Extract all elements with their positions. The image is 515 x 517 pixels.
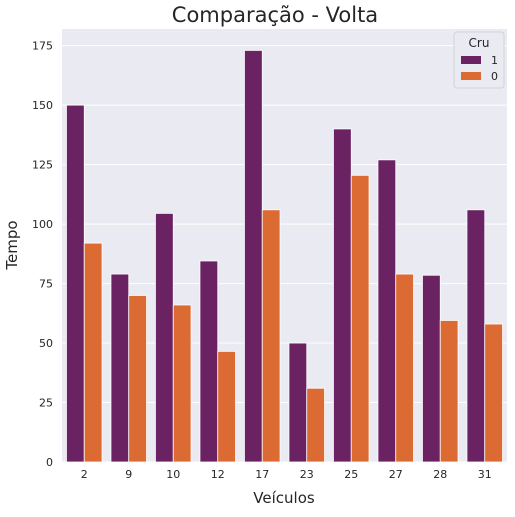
x-axis-label: Veículos: [253, 489, 315, 507]
x-tick-labels: 2 9 10 12 17 23 25 27 28 31: [81, 468, 492, 481]
bar: [395, 273, 414, 463]
y-tick-label: 150: [32, 99, 53, 112]
bar: [288, 342, 308, 463]
x-tick-label: 27: [389, 468, 403, 481]
x-tick-label: 2: [81, 468, 88, 481]
bar: [244, 50, 263, 463]
bar: [199, 260, 219, 463]
bar: [466, 209, 486, 463]
x-tick-label: 17: [255, 468, 269, 481]
legend-items: 10: [461, 54, 498, 83]
legend-swatch: [461, 72, 481, 80]
x-tick-label: 23: [300, 468, 314, 481]
bar: [377, 159, 397, 463]
bars: [66, 50, 503, 463]
y-tick-label: 75: [39, 278, 53, 291]
legend-label: 1: [491, 54, 498, 67]
y-tick-labels: 0 25 50 75 100 125 150 175: [32, 40, 53, 469]
bar: [439, 320, 459, 463]
x-tick-label: 10: [166, 468, 180, 481]
legend: Cru 10: [453, 31, 505, 89]
y-tick-label: 175: [32, 40, 53, 53]
bar: [261, 209, 281, 463]
x-tick-label: 25: [344, 468, 358, 481]
x-tick-label: 9: [125, 468, 132, 481]
bar: [306, 387, 325, 463]
y-tick-label: 125: [32, 159, 53, 172]
bar: [83, 242, 103, 463]
bar: [484, 323, 503, 463]
y-tick-label: 100: [32, 218, 53, 231]
bar: [350, 174, 370, 463]
bar: [333, 128, 352, 463]
bar: [110, 273, 130, 463]
legend-swatch: [461, 56, 481, 64]
y-tick-label: 25: [39, 397, 53, 410]
bar: [217, 350, 236, 463]
bar: [422, 274, 441, 463]
bar: [128, 295, 147, 463]
y-tick-label: 0: [46, 456, 53, 469]
x-tick-label: 12: [211, 468, 225, 481]
bar: [66, 104, 85, 463]
x-tick-label: 28: [433, 468, 447, 481]
chart-title: Comparação - Volta: [172, 3, 378, 27]
bar: [155, 212, 174, 463]
x-tick-label: 31: [478, 468, 492, 481]
legend-label: 0: [491, 70, 498, 83]
y-tick-label: 50: [39, 337, 53, 350]
bar: [172, 304, 192, 463]
legend-title: Cru: [469, 36, 490, 50]
y-axis-label: Tempo: [3, 220, 21, 270]
